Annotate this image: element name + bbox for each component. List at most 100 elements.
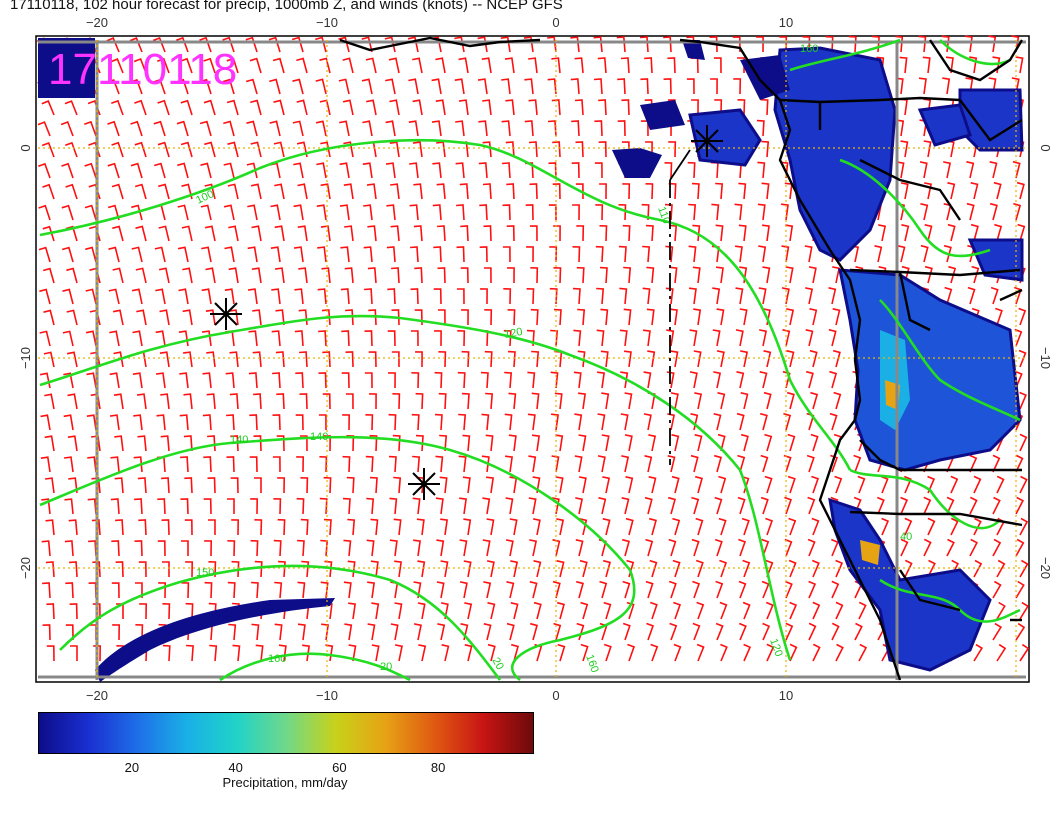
wind-barb	[624, 392, 633, 410]
contour-label: 160	[800, 43, 818, 55]
wind-barb	[713, 454, 722, 473]
wind-barb	[432, 204, 442, 221]
wind-barb	[715, 580, 724, 599]
wind-barb	[760, 98, 769, 116]
wind-barb	[253, 393, 262, 410]
wind-barb	[664, 203, 673, 221]
wind-barb	[340, 246, 350, 263]
wind-barb	[765, 559, 774, 578]
wind-barb	[809, 308, 818, 326]
wind-barb	[714, 538, 723, 557]
wind-barb	[205, 309, 216, 326]
wind-barb	[643, 413, 652, 431]
wind-barb	[594, 162, 603, 179]
wind-barb	[782, 329, 791, 347]
wind-barb	[664, 162, 673, 179]
wind-barb	[367, 267, 377, 284]
wind-barb	[811, 475, 820, 494]
wind-barb	[992, 622, 1003, 641]
wind-barb	[618, 245, 627, 263]
wind-barb	[625, 517, 634, 536]
wind-barb	[133, 57, 147, 74]
wind-barb	[833, 391, 842, 410]
wind-barb	[802, 36, 811, 53]
wind-barb	[758, 287, 767, 305]
wind-barb	[153, 120, 166, 137]
wind-barb	[318, 330, 327, 347]
wind-barb	[182, 309, 193, 326]
wind-barb	[129, 37, 143, 53]
wind-barb	[320, 225, 331, 242]
wind-barb	[341, 330, 350, 347]
wind-barb	[459, 497, 468, 515]
wind-barb	[302, 644, 311, 662]
wind-barb	[454, 36, 465, 53]
wind-barb	[622, 183, 631, 200]
wind-barb	[413, 183, 423, 200]
x-tick-bottom: 10	[779, 688, 793, 703]
wind-barb	[138, 561, 147, 578]
wind-barb	[529, 622, 538, 641]
wind-barb	[366, 497, 375, 515]
wind-barb	[385, 78, 396, 95]
wind-barb	[620, 57, 630, 74]
wind-barb	[393, 476, 402, 494]
wind-barb	[663, 78, 672, 95]
wind-barb	[623, 350, 632, 368]
y-tick-right: −20	[1038, 557, 1053, 579]
wind-barb	[830, 538, 839, 557]
wind-barb	[740, 350, 749, 368]
wind-barb	[762, 622, 771, 641]
wind-barb	[348, 602, 357, 620]
wind-barb	[300, 477, 309, 494]
wind-barb	[320, 581, 329, 599]
wind-barb	[738, 580, 747, 599]
wind-barb	[527, 371, 536, 389]
wind-barb	[134, 183, 147, 200]
wind-barb	[250, 141, 262, 158]
wind-barb	[506, 622, 515, 641]
wind-barb	[417, 560, 426, 578]
wind-barb	[249, 456, 258, 473]
wind-barb	[108, 246, 120, 263]
wind-barb	[62, 330, 74, 347]
wind-barb	[966, 161, 975, 179]
wind-barb	[180, 141, 193, 158]
wind-barb	[415, 351, 423, 368]
wind-barb	[297, 183, 308, 200]
wind-barb	[42, 267, 55, 284]
wind-barb	[437, 267, 446, 284]
wind-barb	[369, 476, 378, 494]
wind-barb	[595, 245, 604, 263]
wind-barb	[692, 266, 701, 284]
wind-barb	[649, 559, 658, 578]
wind-barb	[63, 372, 74, 389]
wind-barb	[673, 643, 682, 662]
wind-barb	[278, 560, 286, 578]
wind-barb	[158, 225, 170, 242]
wind-barb	[486, 560, 495, 578]
wind-barb	[132, 372, 143, 389]
wind-barb	[157, 57, 170, 74]
wind-barb	[642, 287, 651, 305]
wind-barb	[458, 413, 467, 431]
wind-barb	[227, 498, 235, 514]
wind-barb	[227, 581, 236, 599]
wind-barb	[317, 288, 327, 305]
wind-barb	[111, 141, 124, 158]
colorbar-ticks: 20 40 60 80	[38, 760, 532, 778]
wind-barb	[300, 518, 309, 536]
wind-barb	[525, 204, 534, 221]
wind-barb	[832, 308, 841, 326]
wind-barb	[232, 644, 241, 662]
wind-barb	[412, 57, 423, 74]
wind-barb	[155, 288, 166, 305]
wind-barb	[369, 393, 377, 410]
wind-barb	[944, 286, 953, 305]
wind-barb	[38, 162, 51, 179]
wind-barb	[386, 204, 396, 221]
wind-barb	[114, 477, 124, 494]
wind-barb	[179, 372, 189, 389]
wind-barb	[510, 602, 519, 620]
